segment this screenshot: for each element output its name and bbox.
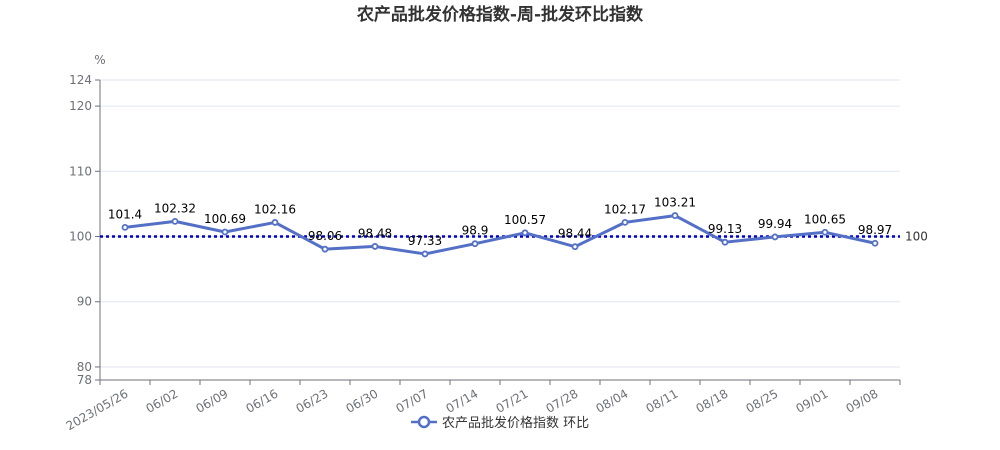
- data-label: 100.65: [804, 212, 846, 226]
- data-point: [871, 239, 879, 247]
- data-label: 103.21: [654, 196, 696, 210]
- data-point: [621, 218, 629, 226]
- x-tick-label: 06/02: [144, 386, 181, 415]
- data-point: [271, 219, 279, 226]
- data-labels: 101.4 102.32 100.69 102.16 98.06 98.48 97.33 98…: [108, 196, 892, 248]
- data-label: 100.69: [204, 212, 246, 226]
- series-group: [121, 212, 879, 258]
- data-label: 102.16: [254, 202, 296, 216]
- data-label: 100.57: [504, 213, 546, 227]
- data-label: 99.94: [758, 217, 792, 231]
- x-tick-label: 07/07: [394, 386, 431, 415]
- legend-label: 农产品批发价格指数 环比: [442, 415, 589, 431]
- legend-marker-icon: [417, 415, 431, 429]
- data-point: [221, 228, 229, 236]
- data-point: [171, 217, 179, 225]
- data-point: [721, 238, 729, 246]
- x-tick-label: 08/11: [644, 386, 681, 415]
- data-point: [521, 229, 529, 237]
- x-tick-label: 07/28: [544, 386, 581, 415]
- data-label: 102.17: [604, 202, 646, 216]
- x-tick-label: 06/09: [194, 386, 231, 415]
- data-point: [671, 212, 679, 219]
- y-tick-label: 90: [77, 295, 92, 309]
- data-label: 101.4: [108, 207, 142, 221]
- x-tick-label: 06/30: [344, 386, 381, 415]
- series-line: [124, 214, 876, 256]
- data-point: [821, 228, 829, 236]
- data-label: 102.32: [154, 201, 196, 215]
- x-tick-label: 06/16: [244, 386, 281, 415]
- data-label: 98.97: [858, 223, 892, 237]
- x-tick-label: 08/04: [594, 386, 631, 415]
- data-point: [421, 250, 429, 258]
- data-point: [321, 245, 329, 253]
- y-tick-label: 120: [69, 99, 92, 113]
- data-label: 99.13: [708, 222, 742, 236]
- legend[interactable]: 农产品批发价格指数 环比: [411, 415, 589, 431]
- data-label: 98.06: [308, 229, 342, 243]
- data-point: [371, 243, 379, 250]
- y-tick-label: 100: [69, 230, 92, 244]
- y-tick-label: 78: [77, 373, 92, 387]
- data-point: [471, 240, 479, 248]
- x-tick-label: 07/14: [444, 386, 481, 415]
- data-label: 98.48: [358, 226, 392, 240]
- chart-title: 农产品批发价格指数-周-批发环比指数: [356, 4, 644, 25]
- y-tick-label: 80: [77, 360, 92, 374]
- data-label: 98.9: [462, 224, 489, 238]
- data-point: [771, 233, 779, 241]
- x-tick-label: 2023/05/26: [64, 386, 131, 433]
- x-tick-label: 09/08: [844, 386, 881, 415]
- data-point: [121, 223, 129, 231]
- reference-line-label: 100: [905, 230, 928, 244]
- x-tick-label: 07/21: [494, 386, 531, 415]
- data-label: 97.33: [408, 234, 442, 248]
- x-tick-label: 06/23: [294, 386, 331, 415]
- x-tick-label: 08/18: [694, 386, 731, 415]
- data-label: 98.44: [558, 227, 592, 241]
- y-axis-unit: %: [94, 53, 105, 67]
- x-tick-label: 09/01: [794, 386, 831, 415]
- y-tick-label: 124: [69, 73, 92, 87]
- x-tick-label: 08/25: [744, 386, 781, 415]
- data-point: [571, 243, 579, 251]
- y-tick-label: 110: [69, 164, 92, 178]
